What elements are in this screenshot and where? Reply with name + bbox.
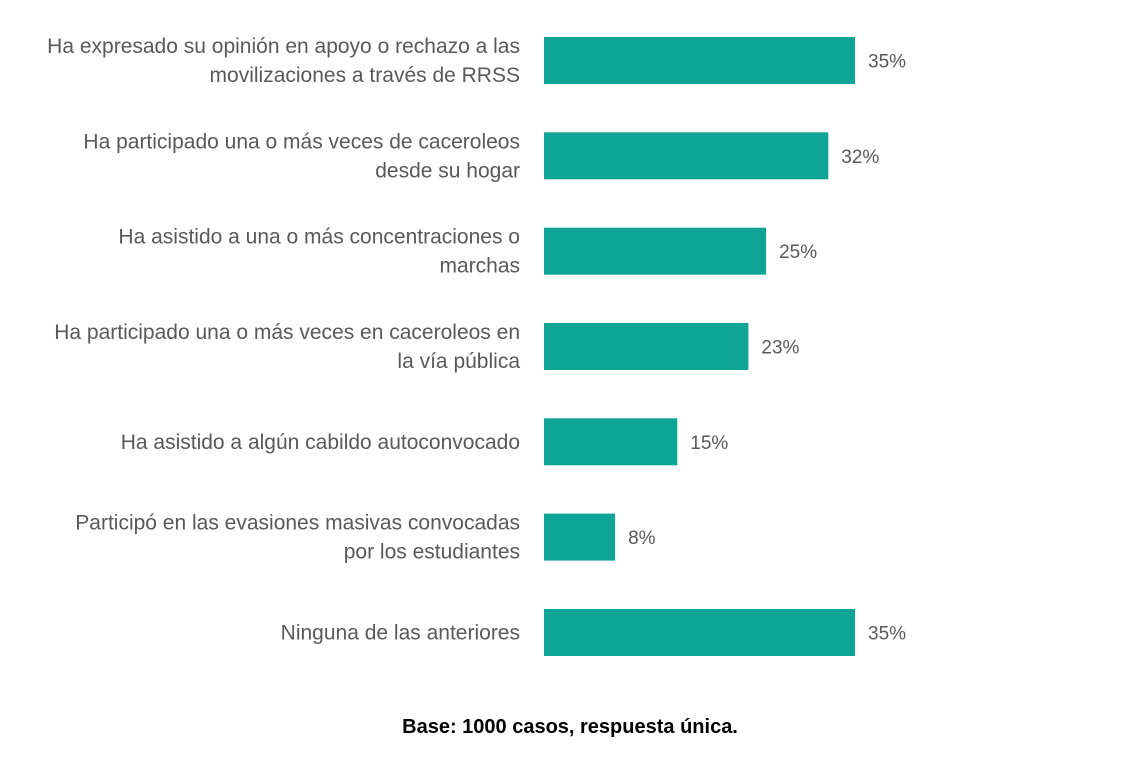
bar-6 xyxy=(544,513,616,561)
category-label-line: Participó en las evasiones masivas convo… xyxy=(75,512,520,535)
value-label-1: 35% xyxy=(868,52,906,73)
bar-5 xyxy=(544,418,678,466)
category-label-7: Ninguna de las anteriores xyxy=(281,622,520,645)
bars xyxy=(544,37,855,656)
value-label-4: 23% xyxy=(761,338,799,359)
category-label-line: Ha asistido a una o más concentraciones … xyxy=(118,226,520,249)
bar-1 xyxy=(544,37,855,84)
bar-2 xyxy=(544,132,829,180)
category-label-2: Ha participado una o más veces de cacero… xyxy=(83,130,520,182)
bar-3 xyxy=(544,227,767,275)
category-label-line: la vía pública xyxy=(397,350,520,373)
category-label-line: Ninguna de las anteriores xyxy=(281,622,520,645)
value-label-7: 35% xyxy=(868,624,906,645)
category-label-4: Ha participado una o más veces en cacero… xyxy=(54,321,520,373)
category-labels: Ha expresado su opinión en apoyo o recha… xyxy=(47,35,520,645)
category-label-line: desde su hogar xyxy=(375,159,520,182)
category-label-line: movilizaciones a través de RRSS xyxy=(210,64,520,87)
category-label-5: Ha asistido a algún cabildo autoconvocad… xyxy=(121,431,520,454)
value-label-2: 32% xyxy=(841,147,879,168)
base-footnote: Base: 1000 casos, respuesta única. xyxy=(402,716,738,738)
category-label-6: Participó en las evasiones masivas convo… xyxy=(75,512,520,564)
category-label-line: Ha participado una o más veces en cacero… xyxy=(54,321,520,344)
category-label-line: Ha asistido a algún cabildo autoconvocad… xyxy=(121,431,520,454)
category-label-line: Ha participado una o más veces de cacero… xyxy=(83,130,520,153)
category-label-1: Ha expresado su opinión en apoyo o recha… xyxy=(47,35,520,87)
value-labels: 35% 32% 25% 23% 15% 8% 35% xyxy=(628,52,906,645)
category-label-line: Ha expresado su opinión en apoyo o recha… xyxy=(47,35,520,58)
category-label-line: por los estudiantes xyxy=(344,541,520,564)
bar-7 xyxy=(544,609,855,656)
value-label-6: 8% xyxy=(628,528,656,549)
value-label-5: 15% xyxy=(690,433,728,454)
category-label-line: marchas xyxy=(439,255,520,278)
category-label-3: Ha asistido a una o más concentraciones … xyxy=(118,226,520,278)
bar-4 xyxy=(544,323,749,370)
value-label-3: 25% xyxy=(779,242,817,263)
